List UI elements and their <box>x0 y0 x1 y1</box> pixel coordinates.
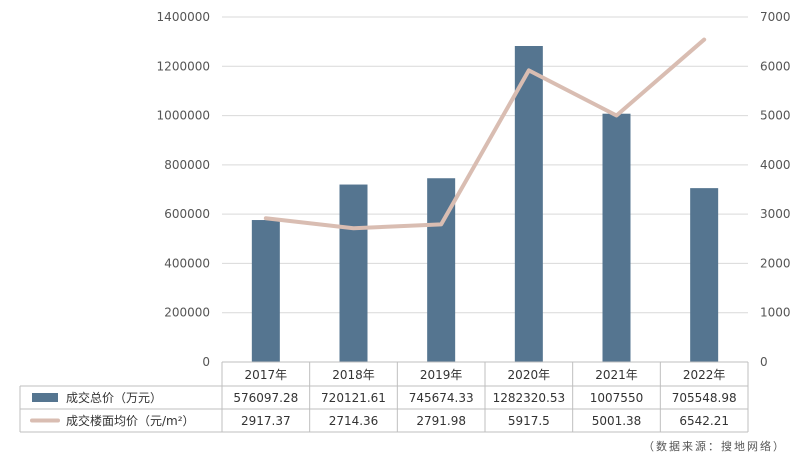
table-value: 1007550 <box>590 391 643 405</box>
category-label: 2018年 <box>332 368 375 382</box>
line-point <box>439 222 443 226</box>
left-y-tick-label: 1200000 <box>157 59 210 73</box>
line-point <box>264 216 268 220</box>
table-value: 6542.21 <box>679 414 729 428</box>
right-y-tick-label: 2000 <box>760 256 791 270</box>
table-value: 705548.98 <box>672 391 737 405</box>
table-value: 5001.38 <box>592 414 642 428</box>
right-y-axis: 0 1000 2000 3000 4000 5000 6000 7000 <box>760 10 791 369</box>
left-y-tick-label: 0 <box>202 355 210 369</box>
source-note: （数据来源：搜地网络） <box>643 440 786 453</box>
table-value: 720121.61 <box>321 391 386 405</box>
right-y-tick-label: 1000 <box>760 306 791 320</box>
category-label: 2022年 <box>683 368 726 382</box>
right-y-tick-label: 3000 <box>760 207 791 221</box>
left-y-tick-label: 800000 <box>164 158 210 172</box>
legend-label: 成交楼面均价（元/m²） <box>66 413 195 428</box>
table-value: 5917.5 <box>508 414 550 428</box>
line-point <box>527 68 531 72</box>
table-value: 576097.28 <box>233 391 298 405</box>
left-y-tick-label: 400000 <box>164 256 210 270</box>
category-label: 2019年 <box>420 368 463 382</box>
category-label: 2020年 <box>508 368 551 382</box>
bar <box>690 188 719 362</box>
table-value: 1282320.53 <box>493 391 566 405</box>
series-line <box>263 37 707 231</box>
left-y-tick-label: 600000 <box>164 207 210 221</box>
table-value: 2791.98 <box>416 414 466 428</box>
bar <box>251 220 280 362</box>
bar <box>339 184 368 362</box>
right-y-tick-label: 0 <box>760 355 768 369</box>
line-point <box>615 114 618 118</box>
legend-label: 成交总价（万元） <box>66 390 162 405</box>
right-y-tick-label: 4000 <box>760 158 791 172</box>
line-point <box>352 226 355 230</box>
table-value: 745674.33 <box>409 391 474 405</box>
bar <box>514 45 543 363</box>
bar-series <box>251 45 719 363</box>
left-y-axis: 0 200000 400000 600000 800000 1000000 1200000 1… <box>157 10 210 369</box>
grid-lines <box>222 16 748 363</box>
left-y-tick-label: 1400000 <box>157 10 210 24</box>
line-series <box>263 37 707 231</box>
left-y-tick-label: 1000000 <box>157 109 210 123</box>
bar <box>602 113 631 362</box>
table-value: 2714.36 <box>329 414 379 428</box>
legend-swatch-bar <box>32 393 58 402</box>
category-label: 2021年 <box>595 368 638 382</box>
line-point <box>702 38 706 42</box>
right-y-tick-label: 7000 <box>760 10 791 24</box>
right-y-tick-label: 6000 <box>760 59 791 73</box>
left-y-tick-label: 200000 <box>164 306 210 320</box>
right-y-tick-label: 5000 <box>760 109 791 123</box>
table-value: 2917.37 <box>241 414 291 428</box>
category-label: 2017年 <box>245 368 288 382</box>
